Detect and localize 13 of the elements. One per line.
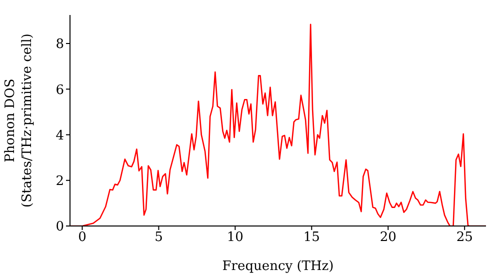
x-tick-label: 25	[456, 230, 473, 246]
y-tick-label: 6	[56, 82, 64, 98]
y-axis-title: Phonon DOS (States/THz·primitive cell)	[3, 33, 35, 208]
y-tick-label: 2	[56, 174, 64, 189]
x-tick-label: 10	[226, 230, 244, 246]
y-tick-label: 4	[56, 128, 64, 144]
x-tick-label: 15	[303, 230, 320, 246]
y-tick-label: 0	[56, 220, 64, 235]
x-tick-label: 0	[78, 230, 86, 246]
x-tick-label: 20	[380, 230, 396, 246]
y-tick-label: 8	[56, 37, 64, 52]
x-tick-label: 5	[154, 230, 163, 246]
x-axis-title: Frequency (THz)	[222, 259, 334, 274]
